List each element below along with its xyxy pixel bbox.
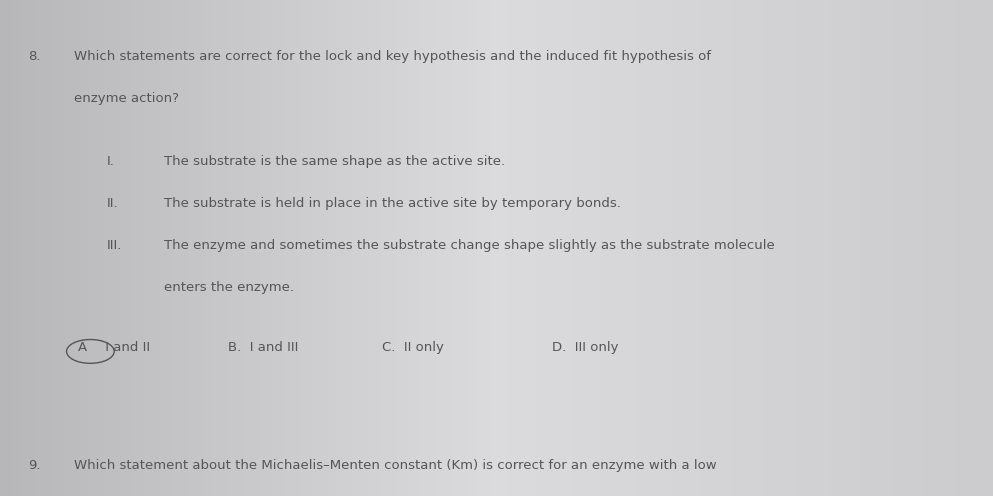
Text: C.  II only: C. II only: [382, 340, 444, 354]
Text: Which statement about the Michaelis–Menten constant (Km) is correct for an enzym: Which statement about the Michaelis–Ment…: [74, 458, 717, 472]
Text: 9.: 9.: [28, 458, 41, 472]
Text: II.: II.: [107, 197, 119, 210]
Text: enters the enzyme.: enters the enzyme.: [164, 281, 294, 295]
Text: I and II: I and II: [101, 340, 150, 354]
Text: enzyme action?: enzyme action?: [74, 92, 180, 105]
Text: D.  III only: D. III only: [552, 340, 618, 354]
Text: III.: III.: [107, 239, 122, 252]
Text: The substrate is the same shape as the active site.: The substrate is the same shape as the a…: [164, 155, 505, 168]
Text: Which statements are correct for the lock and key hypothesis and the induced fit: Which statements are correct for the loc…: [74, 50, 711, 62]
Text: I.: I.: [107, 155, 115, 168]
Text: The enzyme and sometimes the substrate change shape slightly as the substrate mo: The enzyme and sometimes the substrate c…: [164, 239, 775, 252]
Text: 8.: 8.: [28, 50, 41, 62]
Text: The substrate is held in place in the active site by temporary bonds.: The substrate is held in place in the ac…: [164, 197, 621, 210]
Text: B.  I and III: B. I and III: [228, 340, 299, 354]
Text: A: A: [77, 340, 86, 354]
